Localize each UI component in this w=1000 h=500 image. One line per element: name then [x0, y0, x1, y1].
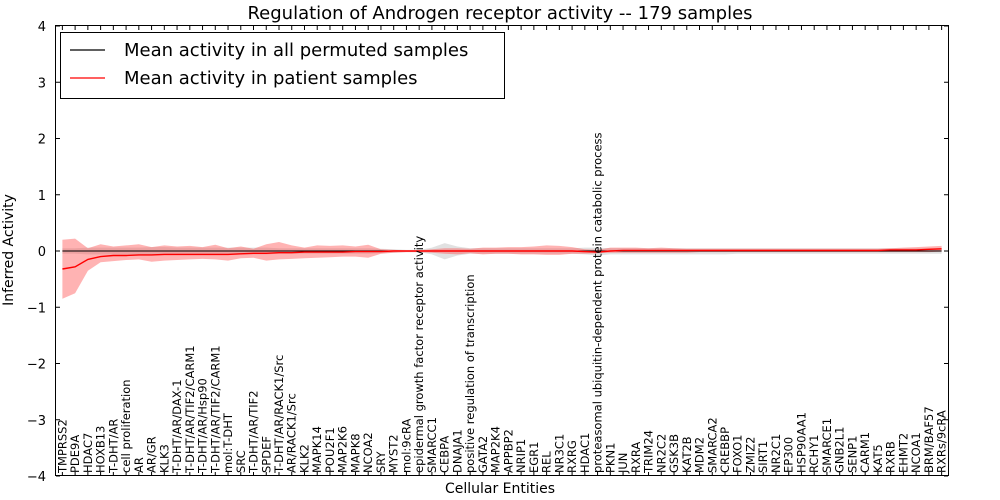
entity-label: RXRs/9cRA — [935, 410, 949, 473]
entity-label: SMARCA2 — [705, 417, 719, 473]
legend-box — [60, 32, 505, 99]
entity-label: BRM/BAF57 — [922, 406, 936, 473]
entity-label: SMARCE1 — [820, 418, 834, 473]
entity-label: RXRA — [629, 442, 643, 473]
entity-label: TMPRSS2 — [55, 419, 69, 474]
entity-label: EP300 — [782, 437, 796, 473]
entity-label: MDM2 — [693, 437, 707, 473]
entity-label: HDAC7 — [81, 433, 95, 473]
entity-label: NR2C2 — [654, 434, 668, 473]
entity-label: REL — [540, 451, 554, 473]
line-patient — [62, 248, 942, 270]
entity-label: CEBPA — [438, 436, 452, 473]
y-axis: 4 3 2 1 0 −1 −2 −3 −4 — [27, 20, 948, 485]
entity-label: T-DHT/AR/Hsp90 — [196, 378, 210, 474]
x-axis-label: Cellular Entities — [445, 481, 555, 497]
entity-label: SMARCC1 — [425, 417, 439, 473]
legend-label-patient: Mean activity in patient samples — [124, 68, 418, 89]
entity-label: NCOA1 — [909, 432, 923, 473]
entity-label: ZMIZ2 — [744, 437, 758, 473]
entity-label: MAPK8 — [349, 433, 363, 473]
entity-label: mol:T-DHT — [221, 412, 235, 473]
series-lines — [62, 248, 942, 270]
legend: Mean activity in all permuted samples Me… — [60, 32, 505, 99]
entity-label: KAT2B — [680, 436, 694, 473]
entity-label: positive regulation of transcription — [463, 274, 477, 473]
entity-label: proteasomal ubiquitin-dependent protein … — [591, 132, 605, 473]
band-patient — [62, 238, 942, 299]
entity-label: EHMT2 — [896, 433, 910, 473]
entity-label: SRC — [234, 450, 248, 473]
entity-label: KLK2 — [298, 444, 312, 473]
entity-label: NR3C1 — [552, 434, 566, 473]
y-tick-label: 2 — [38, 133, 46, 148]
entity-label: AR/RACK1/Src — [285, 393, 299, 473]
entity-label: T-DHT/AR/TIF2/CARM1 — [183, 345, 197, 474]
entity-label: GATA2 — [476, 436, 490, 473]
y-tick-label: 1 — [38, 189, 46, 204]
entity-label: POU2F1 — [323, 427, 337, 473]
y-tick-label: 0 — [38, 245, 46, 260]
y-tick-label: 3 — [38, 76, 46, 91]
chart-title: Regulation of Androgen receptor activity… — [247, 3, 752, 24]
entity-label: SPDEF — [259, 436, 273, 473]
entity-label: GNB2L1 — [833, 427, 847, 473]
entity-label: T-DHT/AR/TIF2/CARM1 — [208, 345, 222, 474]
entity-label: NRIP1 — [514, 439, 528, 473]
entity-label: PKN1 — [603, 443, 617, 473]
entity-label: KLK3 — [157, 444, 171, 473]
y-tick-label: −2 — [27, 358, 46, 373]
entity-label: T-DHT/AR/DAX-1 — [170, 379, 184, 474]
entity-label: cell proliferation — [119, 379, 133, 473]
entity-label: FOXO1 — [731, 435, 745, 473]
entity-label: MAPK14 — [310, 426, 324, 473]
y-tick-label: −4 — [27, 470, 46, 485]
entity-label: APPBP2 — [501, 429, 515, 473]
entity-label: T-DHT/AR/TIF2 — [247, 390, 261, 474]
entity-label: SIRT1 — [756, 441, 770, 473]
y-axis-label: Inferred Activity — [1, 194, 17, 306]
entity-label: mol:9cRA — [399, 419, 413, 473]
entity-label: epidermal growth factor receptor activit… — [412, 236, 426, 473]
entity-label: HOXB13 — [94, 426, 108, 473]
entity-label: T-DHT/AR — [106, 419, 120, 474]
y-tick-label: 4 — [38, 20, 46, 35]
entity-label: RXRB — [884, 441, 898, 473]
entity-label: EGR1 — [527, 442, 541, 474]
entity-label: HDAC1 — [578, 433, 592, 473]
entity-label: MAP2K6 — [336, 426, 350, 473]
y-tick-label: −3 — [27, 414, 46, 429]
entity-label: RCHY1 — [807, 435, 821, 473]
entity-label: CREBBP — [718, 427, 732, 473]
entity-label: JUN — [616, 453, 630, 474]
entity-label: MYST2 — [387, 434, 401, 473]
plot-area — [55, 25, 949, 476]
confidence-bands — [62, 238, 942, 299]
entity-label: GSK3B — [667, 434, 681, 473]
legend-label-permuted: Mean activity in all permuted samples — [124, 40, 468, 61]
entity-label: KAT5 — [871, 444, 885, 473]
entity-label: T-DHT/AR/RACK1/Src — [272, 355, 286, 474]
entity-label: PDE9A — [68, 435, 82, 473]
entity-label: HSP90AA1 — [795, 412, 809, 473]
entity-label: AR/GR — [145, 436, 159, 473]
entity-label: AR — [132, 457, 146, 473]
entity-label: TRIM24 — [642, 430, 656, 474]
entity-label: MAP2K4 — [489, 426, 503, 473]
entity-label: NR2C1 — [769, 434, 783, 473]
entity-label: SENP1 — [845, 436, 859, 473]
y-tick-label: −1 — [27, 301, 46, 316]
entity-label: DNAJA1 — [450, 429, 464, 473]
entity-label: RXRG — [565, 440, 579, 473]
entity-label: SRY — [374, 450, 388, 473]
entity-label: NCOA2 — [361, 432, 375, 473]
entity-label: CARM1 — [858, 432, 872, 473]
